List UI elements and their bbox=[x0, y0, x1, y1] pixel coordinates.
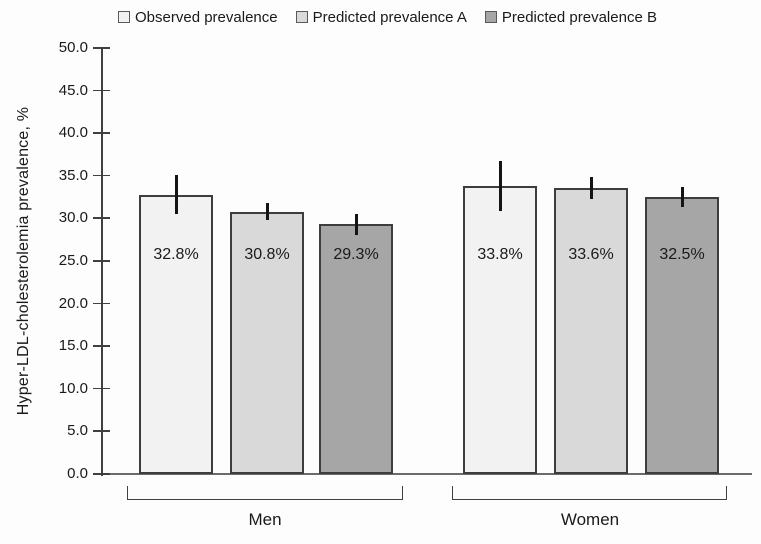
bar-men-2 bbox=[230, 211, 304, 474]
y-axis-tick bbox=[93, 47, 110, 49]
bar-value-label: 32.8% bbox=[153, 246, 199, 263]
y-axis-tick bbox=[93, 260, 110, 262]
group-label-women: Women bbox=[560, 510, 620, 529]
y-tick-label: 50.0 bbox=[58, 39, 88, 56]
legend-marker-observed-icon bbox=[118, 11, 131, 23]
legend-label-predicted-a: Predicted prevalence A bbox=[312, 8, 467, 26]
legend-item-predicted-b: Predicted prevalence B bbox=[484, 8, 657, 26]
y-tick-label: 15.0 bbox=[58, 337, 88, 355]
y-tick-label: 10.0 bbox=[58, 379, 88, 397]
y-axis-tick bbox=[93, 473, 110, 475]
legend: Observed prevalence Predicted prevalence… bbox=[0, 6, 761, 28]
y-axis-tick bbox=[93, 430, 110, 432]
error-bar bbox=[680, 186, 684, 208]
error-bar bbox=[589, 176, 593, 199]
y-axis-tick bbox=[93, 387, 110, 390]
error-bar bbox=[498, 161, 502, 211]
y-tick-label: 45.0 bbox=[58, 81, 88, 99]
bar-value-label: 30.8% bbox=[244, 246, 290, 263]
error-bar bbox=[265, 203, 269, 221]
y-axis-tick bbox=[93, 132, 110, 134]
bar-value-label: 33.6% bbox=[568, 246, 614, 263]
y-axis-tick bbox=[93, 217, 110, 219]
legend-item-observed: Observed prevalence bbox=[118, 9, 278, 26]
bar-women-2 bbox=[554, 187, 628, 474]
y-tick-label: 40.0 bbox=[58, 124, 88, 142]
legend-label-predicted-b: Predicted prevalence B bbox=[501, 8, 657, 26]
y-tick-label: 35.0 bbox=[58, 166, 88, 184]
y-tick-label: 25.0 bbox=[58, 252, 88, 269]
error-bar bbox=[354, 214, 358, 235]
y-tick-label: 30.0 bbox=[58, 209, 88, 227]
bar-men-1 bbox=[139, 194, 213, 474]
y-axis-tick bbox=[93, 302, 110, 305]
legend-marker-predicted-a-icon bbox=[295, 11, 308, 23]
group-bracket-men bbox=[127, 486, 403, 500]
y-axis-tick bbox=[93, 174, 110, 177]
legend-label-observed: Observed prevalence bbox=[135, 8, 278, 26]
y-axis-line bbox=[101, 48, 103, 476]
bar-men-3 bbox=[319, 224, 393, 474]
bar-value-label: 32.5% bbox=[659, 246, 705, 263]
legend-marker-predicted-b-icon bbox=[484, 11, 497, 23]
error-bar bbox=[174, 174, 178, 215]
y-axis-title: Hyper-LDL-cholesterolemia prevalence, % bbox=[15, 106, 32, 416]
y-axis-tick bbox=[93, 89, 110, 92]
bar-women-3 bbox=[645, 197, 719, 474]
bar-women-1 bbox=[463, 186, 537, 474]
y-axis-tick bbox=[93, 345, 110, 347]
group-bracket-women bbox=[452, 486, 727, 500]
y-tick-label: 5.0 bbox=[67, 422, 88, 440]
y-tick-label: 20.0 bbox=[58, 294, 88, 312]
x-axis-line bbox=[101, 473, 752, 475]
bar-value-label: 33.8% bbox=[477, 246, 523, 263]
legend-item-predicted-a: Predicted prevalence A bbox=[295, 8, 467, 26]
y-tick-label: 0.0 bbox=[67, 465, 88, 482]
group-label-men: Men bbox=[248, 510, 282, 529]
bar-value-label: 29.3% bbox=[333, 246, 379, 263]
